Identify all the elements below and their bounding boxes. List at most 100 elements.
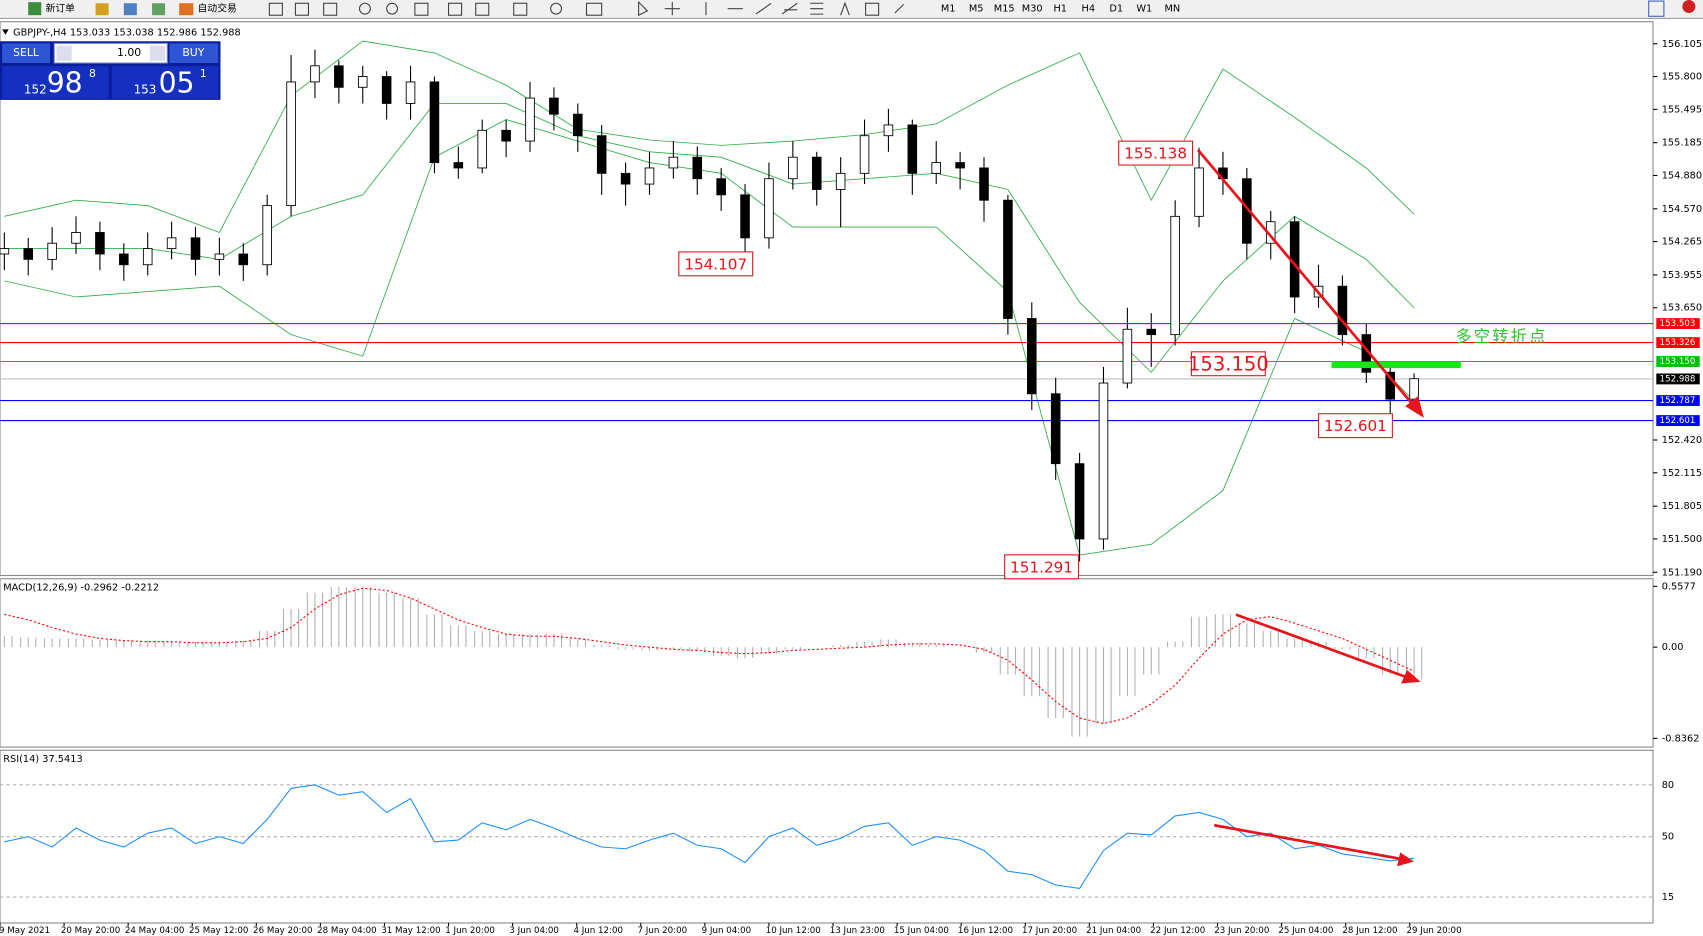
buy-price-box[interactable] [111,66,219,99]
tool-icon[interactable] [294,2,309,16]
auto-trading[interactable]: 自动交易 [198,2,237,15]
chart-header: GBPJPY-,H4 153.033 153.038 152.986 152.9… [13,28,241,39]
sell-button[interactable] [2,43,50,63]
candle-body [573,113,583,137]
x-tick-label: 24 May 04:00 [125,926,184,936]
x-tick-label: 23 Jun 20:00 [1214,926,1269,936]
zoom-out[interactable] [386,2,399,15]
candle-body [238,253,249,266]
y-tick-label: 154.570 [1662,204,1702,215]
search[interactable] [1648,0,1665,17]
buy-label[interactable]: BUY [182,46,204,59]
candle-body [1027,318,1037,395]
tool-icon[interactable] [152,3,166,16]
rsi-label: RSI(14) 37.5413 [3,754,82,765]
x-tick-label: 28 May 04:00 [317,926,376,936]
channel-tool[interactable] [781,2,798,15]
volume-up[interactable] [149,45,166,61]
rsi-line [4,784,1415,890]
sell-label[interactable]: SELL [13,46,39,59]
y-tick-label: 155.185 [1662,138,1702,149]
cursor-tool[interactable] [638,0,649,17]
macd-arrow [1235,613,1409,679]
sell-price-big: 152 [24,83,47,97]
price-level-tag [1656,356,1700,367]
y-tick-label: 155.800 [1662,72,1702,83]
rsi-arrow [1214,823,1402,861]
timeframe[interactable]: M5 [969,4,984,15]
new-order-icon[interactable] [28,2,42,16]
text-tool[interactable] [840,1,850,16]
arrow-tool[interactable] [894,3,905,14]
tool-icons [268,0,905,17]
tool-icon[interactable] [323,2,338,16]
candle-body [811,156,822,190]
timeframe[interactable]: M15 [994,4,1015,15]
sell-price-box[interactable] [2,66,109,99]
y-tick-label: 154.265 [1662,237,1702,248]
macd-panel [0,578,1654,748]
volume[interactable]: 1.00 [117,46,141,59]
price-note-box [1190,351,1266,377]
x-tick-label: 31 May 12:00 [381,926,440,936]
tool-icon[interactable] [513,2,528,16]
toolbar [0,0,1703,19]
timeframe[interactable]: W1 [1136,4,1152,15]
price-note-box [1118,140,1194,166]
auto-trading-icon[interactable] [179,3,194,16]
x-tick-label: 28 Jun 12:00 [1342,926,1397,936]
x-tick-label: 3 Jun 04:00 [509,926,559,936]
timeframe[interactable]: M30 [1022,4,1043,15]
x-tick-label: 26 May 20:00 [253,926,312,936]
notification[interactable] [1682,0,1696,14]
candle-body [1074,463,1085,540]
trendline-tool[interactable] [755,2,772,15]
tool-icon[interactable] [414,2,429,16]
x-tick-label: 4 Jun 12:00 [573,926,623,936]
timeframes: M1 M5 M15 M30 H1 H4 D1 W1 MN [941,4,1180,15]
candle-body [644,167,655,185]
label-tool[interactable] [865,2,880,16]
tool-icon[interactable] [268,2,283,16]
candle-body [668,156,679,169]
price-note-box [678,251,754,277]
tool-icon[interactable] [475,2,490,16]
tool-icon[interactable] [448,2,463,16]
candle-body [1170,215,1180,336]
crosshair-tool[interactable] [664,2,680,16]
price-level-tag [1656,415,1700,426]
timeframe[interactable]: M1 [941,4,956,15]
volume-input[interactable] [53,42,168,64]
price-level-label: 153.503 [1660,319,1696,329]
price-level-label: 152.601 [1660,416,1696,426]
x-tick-label: 9 Jun 04:00 [702,926,752,936]
candle-body [262,205,272,266]
zoom-in[interactable] [358,2,371,15]
x-tick-label: 21 Jun 04:00 [1086,926,1141,936]
candle-body [95,232,105,255]
timeframe[interactable]: MN [1164,4,1180,15]
candle-body [119,253,129,266]
y-tick-label: 154.880 [1662,170,1702,181]
tool-icon[interactable] [95,3,109,16]
tool-icon[interactable] [585,2,603,16]
price-level-label: 153.326 [1660,338,1696,348]
timeframe[interactable]: D1 [1109,4,1123,15]
x-tick-label: 17 Jun 20:00 [1022,926,1077,936]
buy-button[interactable] [169,43,219,63]
new-order[interactable]: 新订单 [46,2,76,15]
candle-body [979,167,989,201]
arrow-head [1405,396,1424,418]
fibo-tool[interactable] [810,2,824,15]
timeframe[interactable]: H4 [1081,4,1095,15]
turning-bar [1331,361,1461,369]
rsi-layer: 80 50 15 [0,780,1674,903]
candle-body [0,248,10,255]
main-chart [0,21,1654,577]
tool-icon[interactable] [550,2,563,15]
tool-icon[interactable] [123,3,137,16]
x-tick-label: 19 May 2021 [0,926,50,936]
timeframe[interactable]: H1 [1053,4,1067,15]
volume-down[interactable] [56,45,72,61]
